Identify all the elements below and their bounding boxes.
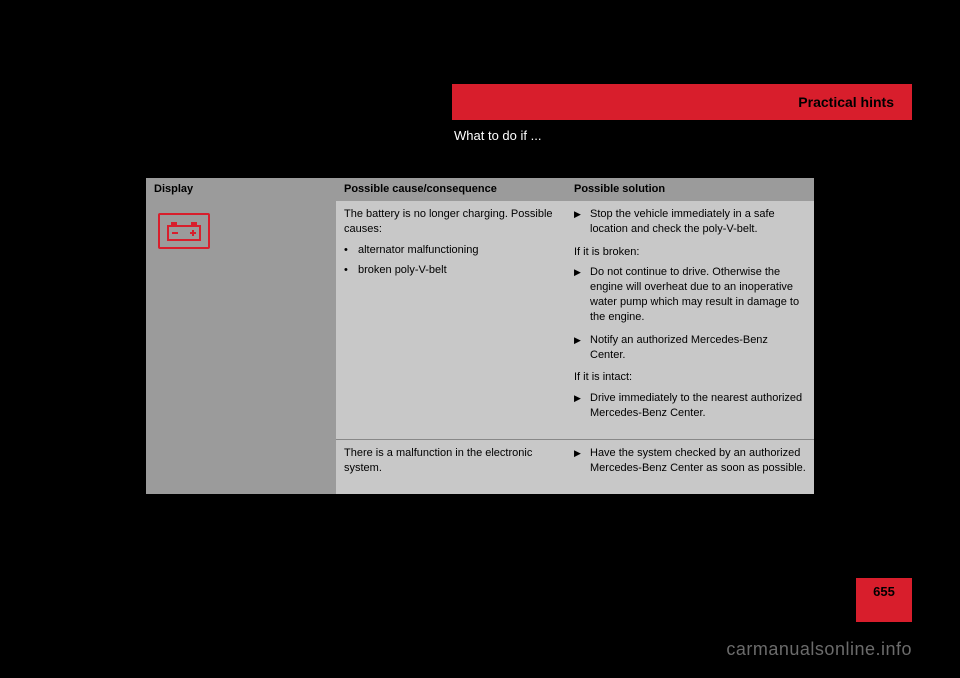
table-row: The battery is no longer charging. Possi… (146, 201, 814, 440)
subsection-title: What to do if ... (454, 128, 894, 143)
solution-steps: Do not continue to drive. Otherwise the … (574, 265, 806, 362)
col-header-display: Display (146, 178, 336, 201)
cause-intro: The battery is no longer charging. Possi… (344, 207, 558, 237)
solution-steps: Have the system checked by an authorized… (574, 446, 806, 476)
watermark: carmanualsonline.info (726, 639, 912, 660)
cell-solution: Stop the vehicle immediately in a safe l… (566, 201, 814, 440)
manual-page: Practical hints What to do if ... Displa… (0, 0, 960, 678)
troubleshoot-table: Display Possible cause/consequence Possi… (146, 178, 814, 494)
col-header-solution: Possible solution (566, 178, 814, 201)
solution-step: Do not continue to drive. Otherwise the … (574, 265, 806, 324)
cause-bullet: broken poly-V-belt (344, 263, 558, 278)
page-number: 655 (873, 584, 895, 599)
battery-icon (158, 213, 210, 249)
solution-step: Have the system checked by an authorized… (574, 446, 806, 476)
solution-step: Stop the vehicle immediately in a safe l… (574, 207, 806, 237)
page-number-tab: 655 (856, 578, 912, 622)
cause-bullets: alternator malfunctioning broken poly-V-… (344, 243, 558, 279)
cell-solution: Have the system checked by an authorized… (566, 439, 814, 493)
solution-steps: Stop the vehicle immediately in a safe l… (574, 207, 806, 237)
cell-cause: The battery is no longer charging. Possi… (336, 201, 566, 440)
solution-steps: Drive immediately to the nearest authori… (574, 391, 806, 421)
solution-step: Notify an authorized Mercedes-Benz Cente… (574, 333, 806, 363)
cell-display (146, 201, 336, 494)
solution-note: If it is intact: (574, 370, 806, 385)
cause-bullet: alternator malfunctioning (344, 243, 558, 258)
solution-step: Drive immediately to the nearest authori… (574, 391, 806, 421)
section-title: Practical hints (798, 94, 894, 110)
solution-note: If it is broken: (574, 245, 806, 260)
cell-cause: There is a malfunction in the electronic… (336, 439, 566, 493)
table-header-row: Display Possible cause/consequence Possi… (146, 178, 814, 201)
col-header-cause: Possible cause/consequence (336, 178, 566, 201)
section-header-bar: Practical hints (452, 84, 912, 120)
